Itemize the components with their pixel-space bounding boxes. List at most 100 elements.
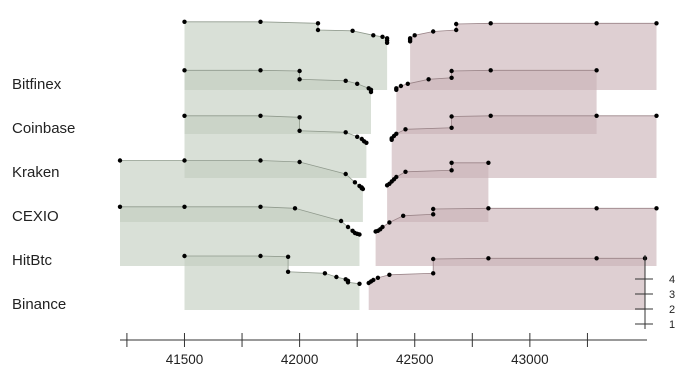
bid-point-hitbtc-1 xyxy=(182,204,187,209)
bid-point-coinbase-1 xyxy=(258,68,263,73)
bid-point-cexio-5 xyxy=(352,180,358,185)
bid-point-bitfinex-6 xyxy=(380,34,385,39)
bid-point-coinbase-0 xyxy=(182,68,187,73)
bid-point-coinbase-3 xyxy=(297,77,302,82)
ask-area-cexio xyxy=(387,162,489,222)
ask-point-bitfinex-4 xyxy=(454,27,459,33)
ask-point-kraken-9 xyxy=(389,137,394,142)
ask-point-bitfinex-0 xyxy=(654,21,659,26)
ask-point-binance-3 xyxy=(431,256,436,262)
bid-point-binance-3 xyxy=(285,269,291,274)
x-tick-label-43000: 43000 xyxy=(511,352,549,367)
bid-point-coinbase-4 xyxy=(343,78,348,84)
depth-axis: 1 2 3 4 xyxy=(635,255,675,331)
ask-point-binance-9 xyxy=(366,280,371,286)
bid-point-cexio-9 xyxy=(360,186,366,192)
ask-point-hitbtc-5 xyxy=(401,213,406,218)
ask-point-coinbase-0 xyxy=(594,68,599,73)
ask-point-bitfinex-9 xyxy=(407,39,413,44)
bid-area-binance xyxy=(184,256,360,310)
ask-point-cexio-2 xyxy=(449,168,454,173)
bid-point-kraken-0 xyxy=(182,113,187,119)
z-tick-label-3: 3 xyxy=(669,289,675,301)
panel-binance xyxy=(182,253,648,310)
ask-point-cexio-3 xyxy=(403,169,408,174)
ask-point-hitbtc-3 xyxy=(431,206,436,212)
exchange-label-hitbtc: HitBtc xyxy=(12,252,53,269)
ask-point-coinbase-4 xyxy=(426,77,431,82)
ask-area-hitbtc xyxy=(375,208,657,266)
ask-point-bitfinex-6 xyxy=(412,33,417,38)
ask-area-binance xyxy=(368,258,645,310)
bid-area-hitbtc xyxy=(120,206,360,266)
bid-point-binance-2 xyxy=(285,254,291,259)
ask-point-coinbase-8 xyxy=(394,87,399,93)
price-axis: 41500 42000 42500 43000 xyxy=(120,333,647,367)
bid-point-bitfinex-4 xyxy=(350,28,355,33)
ask-point-cexio-8 xyxy=(384,183,390,188)
bid-point-kraken-4 xyxy=(343,130,348,135)
z-tick-label-4: 4 xyxy=(669,274,675,286)
ask-point-coinbase-3 xyxy=(449,75,454,81)
ask-point-hitbtc-0 xyxy=(654,206,659,211)
bid-point-cexio-2 xyxy=(258,158,263,163)
ask-point-bitfinex-3 xyxy=(454,21,459,27)
exchange-panels xyxy=(117,19,659,310)
bid-point-hitbtc-5 xyxy=(345,224,351,230)
ask-point-binance-6 xyxy=(375,275,381,280)
bid-point-binance-0 xyxy=(182,253,187,259)
ask-point-coinbase-2 xyxy=(449,68,454,74)
ask-point-hitbtc-2 xyxy=(486,206,491,211)
ask-point-hitbtc-10 xyxy=(373,229,378,234)
ask-point-coinbase-5 xyxy=(405,81,410,87)
bid-point-coinbase-8 xyxy=(368,89,374,95)
bid-point-kraken-1 xyxy=(258,113,263,119)
bid-point-kraken-2 xyxy=(297,115,302,120)
ask-point-binance-5 xyxy=(387,272,392,277)
ask-point-binance-2 xyxy=(486,256,491,261)
ask-point-kraken-0 xyxy=(654,113,659,119)
ask-point-hitbtc-6 xyxy=(387,220,392,225)
ask-point-hitbtc-1 xyxy=(594,206,599,211)
bid-point-coinbase-5 xyxy=(355,81,360,87)
ask-point-hitbtc-4 xyxy=(431,212,436,217)
ask-point-cexio-0 xyxy=(486,160,491,165)
ask-point-kraken-3 xyxy=(449,114,454,119)
bid-point-cexio-4 xyxy=(343,171,348,177)
bid-point-hitbtc-3 xyxy=(292,206,298,211)
bid-point-cexio-1 xyxy=(182,158,187,163)
ask-point-binance-4 xyxy=(431,271,436,276)
x-tick-label-42500: 42500 xyxy=(396,352,434,367)
panel-hitbtc xyxy=(117,204,659,266)
bid-point-coinbase-2 xyxy=(297,68,302,74)
bid-point-hitbtc-4 xyxy=(338,218,344,224)
bid-point-hitbtc-2 xyxy=(258,204,263,209)
bid-point-bitfinex-9 xyxy=(384,40,390,45)
z-tick-label-1: 1 xyxy=(669,319,675,331)
ask-point-cexio-1 xyxy=(449,160,454,165)
ask-point-bitfinex-2 xyxy=(488,21,493,26)
bid-point-binance-8 xyxy=(345,280,351,285)
x-tick-label-42000: 42000 xyxy=(281,352,319,367)
ask-point-coinbase-1 xyxy=(488,68,493,73)
ask-point-bitfinex-5 xyxy=(431,29,436,34)
x-tick-label-41500: 41500 xyxy=(166,352,204,367)
bid-point-bitfinex-5 xyxy=(371,33,376,38)
bid-point-bitfinex-2 xyxy=(315,21,321,26)
exchange-label-coinbase: Coinbase xyxy=(12,120,75,137)
bid-point-binance-4 xyxy=(322,271,328,276)
bid-point-binance-5 xyxy=(334,274,339,280)
exchange-label-kraken: Kraken xyxy=(12,164,60,181)
exchange-label-bitfinex: Bitfinex xyxy=(12,76,62,93)
ask-point-coinbase-6 xyxy=(398,83,404,89)
ask-point-bitfinex-1 xyxy=(594,21,599,26)
ask-point-kraken-4 xyxy=(449,125,454,130)
bid-point-kraken-3 xyxy=(297,128,302,133)
ask-point-kraken-5 xyxy=(403,127,408,132)
bid-point-kraken-5 xyxy=(355,134,360,139)
ask-point-kraken-2 xyxy=(488,113,493,119)
z-tick-label-2: 2 xyxy=(669,304,675,316)
bid-point-cexio-0 xyxy=(117,158,123,163)
bid-point-hitbtc-0 xyxy=(117,204,123,209)
